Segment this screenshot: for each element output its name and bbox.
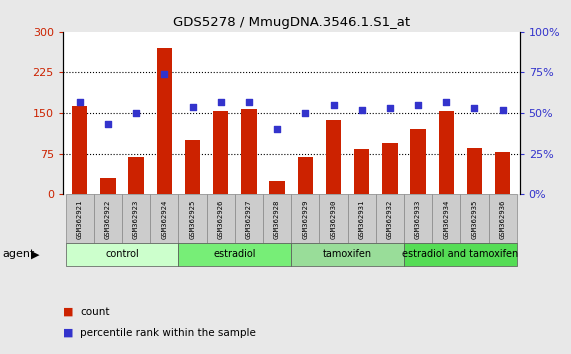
Bar [150, 194, 178, 244]
Point [470, 105, 479, 111]
Title: GDS5278 / MmugDNA.3546.1.S1_at: GDS5278 / MmugDNA.3546.1.S1_at [172, 16, 410, 29]
Text: GSM362926: GSM362926 [218, 199, 224, 239]
Text: estradiol and tamoxifen: estradiol and tamoxifen [403, 250, 518, 259]
Point [103, 121, 112, 127]
Text: GSM362927: GSM362927 [246, 199, 252, 239]
Text: percentile rank within the sample: percentile rank within the sample [80, 328, 256, 338]
Bar [411, 129, 426, 194]
Text: GSM362934: GSM362934 [443, 199, 449, 239]
Bar [404, 194, 432, 244]
Bar [291, 194, 319, 244]
Text: GSM362929: GSM362929 [302, 199, 308, 239]
Text: ■: ■ [63, 328, 73, 338]
Text: GSM362925: GSM362925 [190, 199, 195, 239]
Point [329, 102, 338, 108]
Text: count: count [80, 307, 110, 316]
Text: GSM362931: GSM362931 [359, 199, 365, 239]
Point [188, 104, 197, 109]
Bar [376, 194, 404, 244]
Point [498, 107, 507, 113]
Text: GSM362924: GSM362924 [162, 199, 167, 239]
Point [413, 102, 423, 108]
Text: GSM362936: GSM362936 [500, 199, 506, 239]
Bar [235, 194, 263, 244]
Text: GSM362932: GSM362932 [387, 199, 393, 239]
Bar [325, 120, 341, 194]
Text: GSM362935: GSM362935 [472, 199, 477, 239]
Bar [122, 194, 150, 244]
Bar [213, 112, 228, 194]
Text: GSM362933: GSM362933 [415, 199, 421, 239]
Point [357, 107, 366, 113]
Bar [404, 244, 517, 266]
Bar [100, 178, 116, 194]
Bar [178, 194, 207, 244]
Text: GSM362930: GSM362930 [331, 199, 336, 239]
Point [216, 99, 226, 104]
Point [244, 99, 254, 104]
Point [442, 99, 451, 104]
Point [301, 110, 310, 116]
Bar [94, 194, 122, 244]
Bar [241, 109, 257, 194]
Bar [291, 244, 404, 266]
Bar [72, 106, 87, 194]
Text: GSM362922: GSM362922 [105, 199, 111, 239]
Bar [297, 158, 313, 194]
Bar [439, 112, 454, 194]
Bar [263, 194, 291, 244]
Point [75, 99, 85, 104]
Text: tamoxifen: tamoxifen [323, 250, 372, 259]
Bar [489, 194, 517, 244]
Bar [432, 194, 460, 244]
Bar [319, 194, 348, 244]
Point [160, 71, 169, 77]
Text: control: control [105, 250, 139, 259]
Bar [382, 143, 397, 194]
Text: agent: agent [3, 250, 35, 259]
Bar [128, 158, 144, 194]
Bar [178, 244, 291, 266]
Bar [66, 244, 178, 266]
Point [131, 110, 140, 116]
Bar [270, 181, 285, 194]
Text: GSM362928: GSM362928 [274, 199, 280, 239]
Text: ■: ■ [63, 307, 73, 316]
Point [385, 105, 395, 111]
Text: GSM362923: GSM362923 [133, 199, 139, 239]
Text: GSM362921: GSM362921 [77, 199, 83, 239]
Bar [348, 194, 376, 244]
Bar [354, 149, 369, 194]
Bar [495, 152, 510, 194]
Bar [66, 194, 94, 244]
Bar [185, 140, 200, 194]
Bar [467, 148, 482, 194]
Text: ▶: ▶ [31, 250, 40, 259]
Bar [207, 194, 235, 244]
Bar [156, 48, 172, 194]
Bar [460, 194, 489, 244]
Text: estradiol: estradiol [214, 250, 256, 259]
Point [272, 126, 282, 132]
